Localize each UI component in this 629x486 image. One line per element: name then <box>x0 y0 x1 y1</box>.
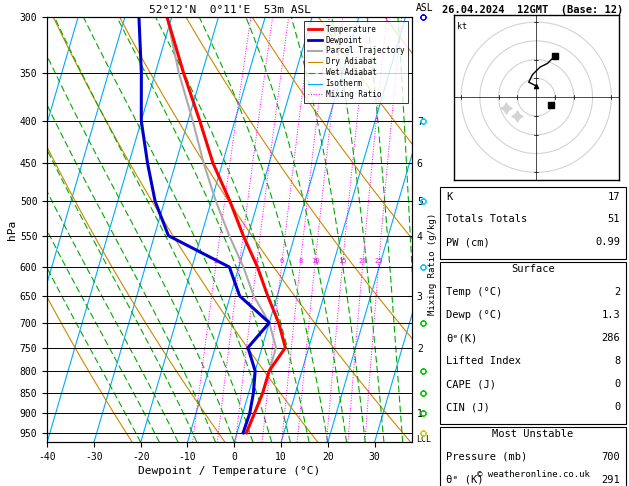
Text: 26.04.2024  12GMT  (Base: 12): 26.04.2024 12GMT (Base: 12) <box>442 5 624 15</box>
Bar <box>440 187 626 260</box>
Text: 286: 286 <box>601 333 620 343</box>
Bar <box>440 427 626 486</box>
Text: 2: 2 <box>214 258 218 264</box>
Text: 15: 15 <box>338 258 347 264</box>
Text: 20: 20 <box>359 258 367 264</box>
Text: 2: 2 <box>614 287 620 297</box>
Text: Mixing Ratio (g/kg): Mixing Ratio (g/kg) <box>428 212 437 315</box>
Text: 17: 17 <box>608 191 620 202</box>
Text: K: K <box>446 191 452 202</box>
Text: © weatheronline.co.uk: © weatheronline.co.uk <box>477 470 589 479</box>
Text: 1.3: 1.3 <box>601 310 620 320</box>
Text: 25: 25 <box>374 258 383 264</box>
Text: 51: 51 <box>608 214 620 225</box>
Title: 52°12'N  0°11'E  53m ASL: 52°12'N 0°11'E 53m ASL <box>148 5 311 15</box>
Text: 8: 8 <box>298 258 303 264</box>
Text: 3: 3 <box>237 258 242 264</box>
Text: 700: 700 <box>601 452 620 462</box>
Text: km
ASL: km ASL <box>416 0 433 13</box>
Text: PW (cm): PW (cm) <box>446 238 489 247</box>
Text: CIN (J): CIN (J) <box>446 402 489 412</box>
X-axis label: Dewpoint / Temperature (°C): Dewpoint / Temperature (°C) <box>138 466 321 476</box>
Text: Totals Totals: Totals Totals <box>446 214 527 225</box>
Text: Temp (°C): Temp (°C) <box>446 287 502 297</box>
Text: Surface: Surface <box>511 264 555 274</box>
Text: 6: 6 <box>280 258 284 264</box>
Text: 0: 0 <box>614 402 620 412</box>
Text: 0: 0 <box>614 379 620 389</box>
Bar <box>440 262 626 424</box>
Text: Most Unstable: Most Unstable <box>493 429 574 439</box>
Legend: Temperature, Dewpoint, Parcel Trajectory, Dry Adiabat, Wet Adiabat, Isotherm, Mi: Temperature, Dewpoint, Parcel Trajectory… <box>304 21 408 103</box>
Y-axis label: hPa: hPa <box>7 220 17 240</box>
Text: Lifted Index: Lifted Index <box>446 356 521 366</box>
Text: 291: 291 <box>601 475 620 485</box>
Text: 4: 4 <box>255 258 259 264</box>
Text: Dewp (°C): Dewp (°C) <box>446 310 502 320</box>
Text: 10: 10 <box>311 258 320 264</box>
Text: kt: kt <box>457 22 467 31</box>
Text: LCL: LCL <box>416 435 431 444</box>
Text: θᵉ (K): θᵉ (K) <box>446 475 483 485</box>
Text: θᵉ(K): θᵉ(K) <box>446 333 477 343</box>
Text: CAPE (J): CAPE (J) <box>446 379 496 389</box>
Text: 8: 8 <box>614 356 620 366</box>
Text: 0.99: 0.99 <box>595 238 620 247</box>
Text: Pressure (mb): Pressure (mb) <box>446 452 527 462</box>
